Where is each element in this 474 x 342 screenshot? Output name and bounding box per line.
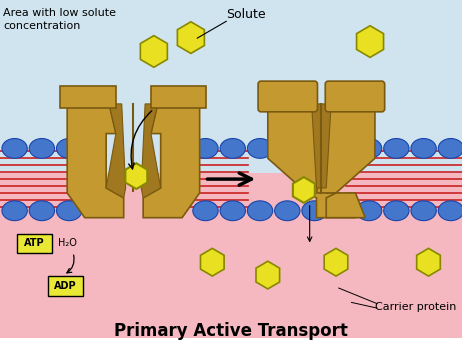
Polygon shape <box>143 104 200 218</box>
Ellipse shape <box>383 139 409 158</box>
Ellipse shape <box>220 201 246 221</box>
Ellipse shape <box>2 201 27 221</box>
Bar <box>60 86 116 108</box>
Text: H₂O: H₂O <box>58 238 77 248</box>
Ellipse shape <box>193 139 218 158</box>
Text: Primary Active Transport: Primary Active Transport <box>114 323 348 341</box>
Ellipse shape <box>438 201 464 221</box>
Ellipse shape <box>29 201 55 221</box>
Ellipse shape <box>302 139 327 158</box>
Ellipse shape <box>29 139 55 158</box>
Text: Solute: Solute <box>226 8 265 21</box>
Ellipse shape <box>247 201 273 221</box>
Ellipse shape <box>411 139 436 158</box>
FancyBboxPatch shape <box>325 81 385 112</box>
Bar <box>0 0 462 173</box>
Polygon shape <box>141 104 161 198</box>
Ellipse shape <box>302 201 327 221</box>
Polygon shape <box>311 104 331 188</box>
Ellipse shape <box>383 201 409 221</box>
FancyBboxPatch shape <box>17 234 52 253</box>
Polygon shape <box>126 163 147 189</box>
Ellipse shape <box>356 139 382 158</box>
Polygon shape <box>201 248 224 276</box>
Polygon shape <box>356 26 383 57</box>
Bar <box>151 86 207 108</box>
Text: ATP: ATP <box>24 238 45 248</box>
Ellipse shape <box>56 201 82 221</box>
Text: Area with low solute
concentration: Area with low solute concentration <box>3 8 116 31</box>
Polygon shape <box>177 22 204 53</box>
Polygon shape <box>140 36 167 67</box>
Polygon shape <box>256 261 280 289</box>
Ellipse shape <box>438 139 464 158</box>
Bar <box>0 173 462 338</box>
Ellipse shape <box>274 139 300 158</box>
Polygon shape <box>268 104 356 218</box>
Ellipse shape <box>274 201 300 221</box>
Ellipse shape <box>356 201 382 221</box>
Polygon shape <box>67 104 124 218</box>
Ellipse shape <box>247 139 273 158</box>
Ellipse shape <box>56 139 82 158</box>
FancyBboxPatch shape <box>258 81 318 112</box>
Text: ADP: ADP <box>54 281 77 291</box>
Text: Carrier protein: Carrier protein <box>375 302 456 312</box>
Ellipse shape <box>193 201 218 221</box>
Polygon shape <box>106 104 126 198</box>
Ellipse shape <box>411 201 436 221</box>
Ellipse shape <box>2 139 27 158</box>
Polygon shape <box>293 177 315 203</box>
Polygon shape <box>317 104 375 218</box>
Ellipse shape <box>220 139 246 158</box>
Polygon shape <box>417 248 440 276</box>
FancyBboxPatch shape <box>48 276 83 296</box>
Polygon shape <box>324 248 348 276</box>
